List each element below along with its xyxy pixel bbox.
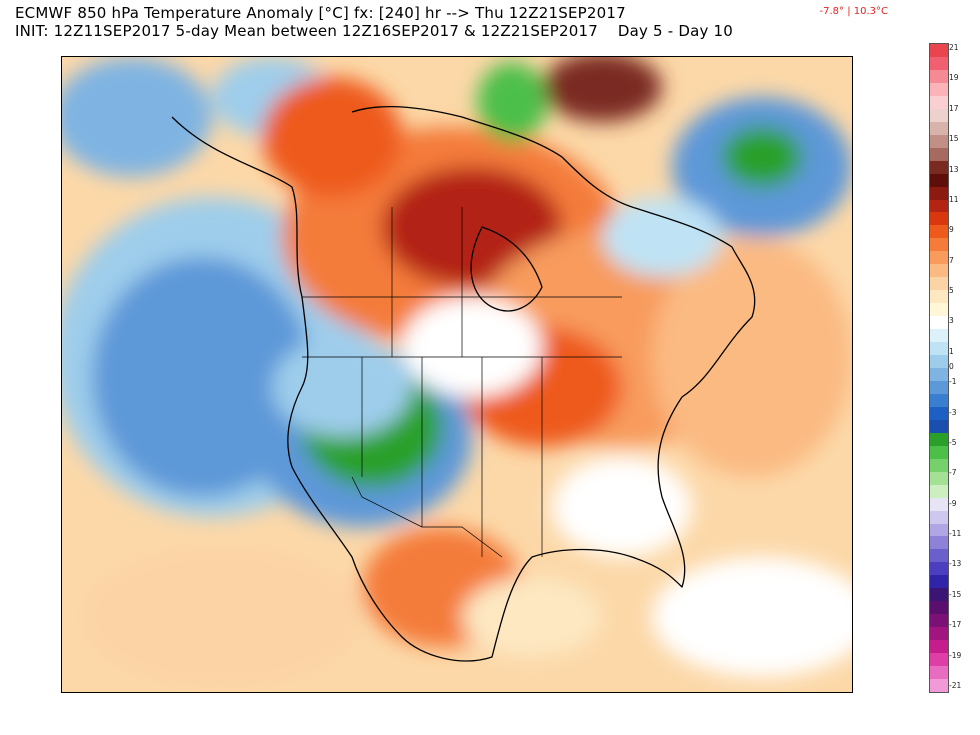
colorbar-cell [930, 614, 948, 628]
colorbar-cell [930, 601, 948, 615]
colorbar-cell [930, 147, 948, 162]
colorbar-cell [930, 653, 948, 667]
colorbar-tick-label: 21 [949, 43, 959, 52]
greenland-warm [542, 57, 662, 122]
colorbar-cell [930, 471, 948, 486]
colorbar-cell [930, 56, 948, 71]
colorbar-cell [930, 510, 948, 524]
colorbar-tick-label: 1 [949, 346, 954, 356]
anomaly-field [62, 57, 852, 692]
colorbar-cell [930, 445, 948, 460]
colorbar-cell [930, 290, 948, 304]
colorbar-tick-label: 19 [949, 73, 959, 83]
colorbar-cell [930, 316, 948, 330]
colorbar-zero-label: 0 [949, 362, 954, 371]
coastline [171, 105, 756, 662]
colorbar-cell [930, 134, 948, 149]
colorbar-tick-label: -5 [949, 437, 957, 447]
colorbar-cell [930, 458, 948, 473]
colorbar-cell [930, 277, 948, 291]
political-borders [302, 207, 622, 558]
colorbar-cell [930, 432, 948, 447]
colorbar-cell [930, 199, 948, 213]
colorbar-cell [930, 523, 948, 537]
colorbar-tick-label: 11 [949, 194, 959, 204]
colorbar-tick-label: -7 [949, 468, 957, 478]
colorbar-cell [930, 329, 948, 343]
colorbar-cell [930, 82, 948, 97]
colorbar-cell [930, 264, 948, 278]
colorbar-cell [930, 108, 948, 123]
colorbar-cell [930, 679, 948, 693]
colorbar-tick-label: -13 [949, 559, 962, 569]
colorbar-tick-label: -15 [949, 589, 962, 599]
colorbar-cell [930, 627, 948, 641]
colorbar-cell [930, 368, 948, 382]
colorbar-tick-label: -19 [949, 650, 962, 660]
colorbar-cell [930, 380, 948, 395]
colorbar-cell [930, 173, 948, 188]
colorbar-cell [930, 121, 948, 136]
colorbar-cell [930, 536, 948, 550]
colorbar-cell [930, 212, 948, 226]
colorbar-tick-label: 15 [949, 134, 959, 144]
colorbar-tick-label: -3 [949, 407, 957, 417]
colorbar-cell [930, 640, 948, 654]
colorbar-cell [930, 575, 948, 589]
colorbar-tick-label: -11 [949, 529, 962, 539]
colorbar-cell [930, 497, 948, 512]
colorbar-tick-label: 3 [949, 316, 954, 326]
min-max-range: -7.8° | 10.3°C [819, 6, 889, 17]
north-pacific-cool [62, 57, 212, 177]
colorbar-cell [930, 160, 948, 175]
colorbar-tick-label: 17 [949, 103, 959, 113]
anomaly-map [61, 56, 853, 693]
colorbar-cell [930, 69, 948, 84]
colorbar-tick-label: 5 [949, 286, 954, 296]
colorbar-cell [930, 238, 948, 252]
colorbar-cell [930, 44, 948, 58]
map-title: ECMWF 850 hPa Temperature Anomaly [°C] f… [15, 4, 626, 22]
colorbar-cell [930, 393, 948, 408]
colorbar-tick-label: 13 [949, 164, 959, 174]
colorbar-cell [930, 355, 948, 369]
colorbar-cell [930, 549, 948, 563]
colorbar-cell [930, 95, 948, 110]
colorbar-cell [930, 562, 948, 576]
colorbar-tick-label: -9 [949, 498, 957, 508]
colorbar-tick-label: -1 [949, 377, 957, 387]
colorbar [929, 43, 949, 693]
colorbar-cell [930, 303, 948, 317]
colorbar-cell [930, 666, 948, 680]
colorbar-cell [930, 186, 948, 200]
colorbar-cell [930, 251, 948, 265]
colorbar-cell [930, 588, 948, 602]
baffin-cool [477, 62, 547, 142]
colorbar-cell [930, 342, 948, 356]
colorbar-tick-label: 9 [949, 225, 954, 235]
colorbar-tick-label: 7 [949, 255, 954, 265]
colorbar-cell [930, 406, 948, 421]
colorbar-tick-label: -17 [949, 620, 962, 630]
colorbar-cell [930, 484, 948, 499]
colorbar-tick-label: -21 [949, 681, 962, 690]
init-subtitle: INIT: 12Z11SEP2017 5-day Mean between 12… [15, 22, 734, 40]
colorbar-cell [930, 419, 948, 434]
colorbar-cell [930, 225, 948, 239]
